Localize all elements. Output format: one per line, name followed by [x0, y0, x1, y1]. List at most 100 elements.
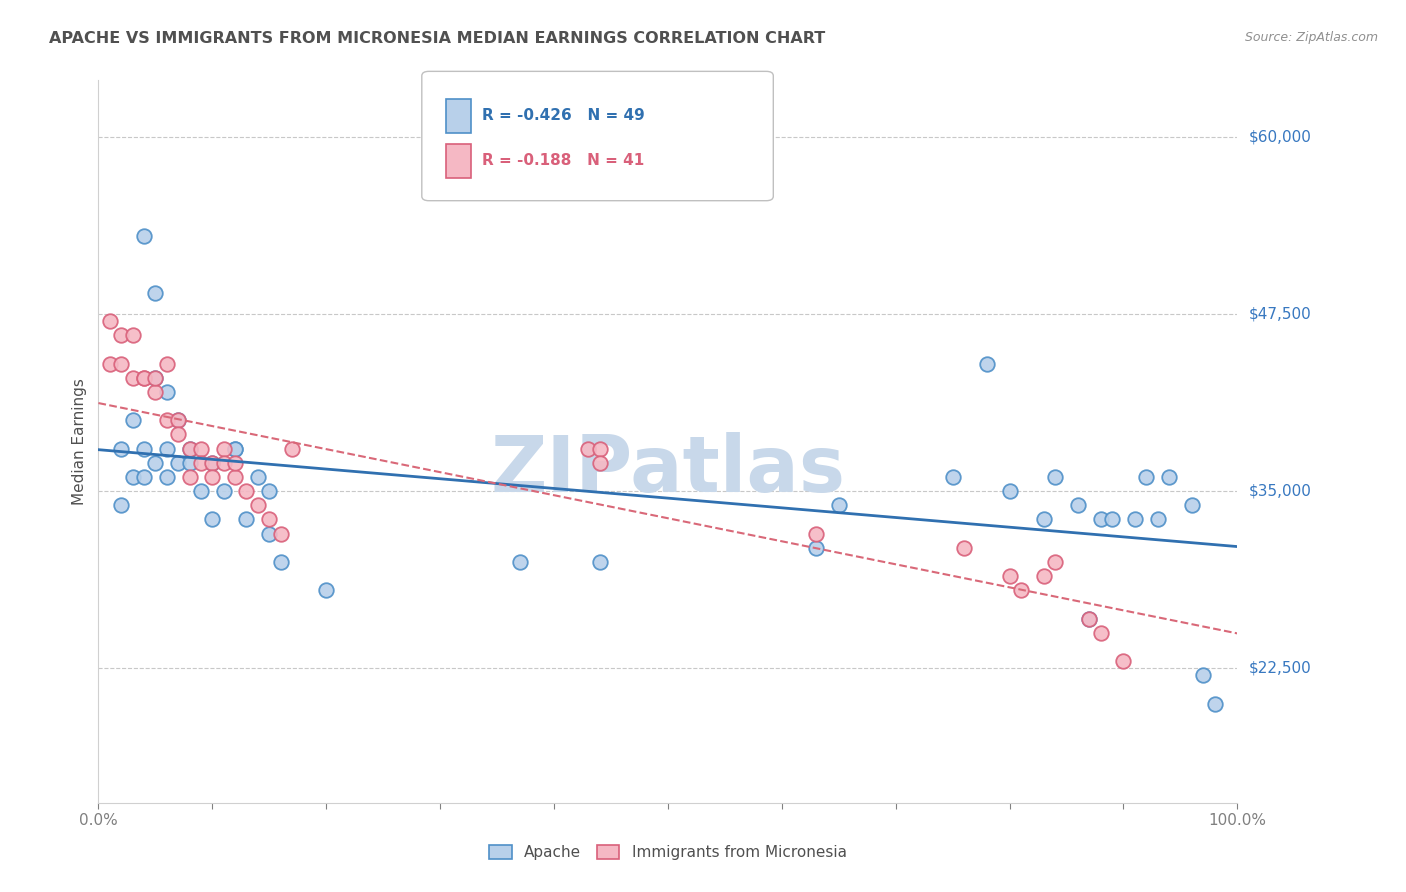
Point: [224, 442, 246, 456]
Point: [212, 442, 235, 456]
Point: [804, 541, 827, 555]
Text: Source: ZipAtlas.com: Source: ZipAtlas.com: [1244, 31, 1378, 45]
Point: [224, 470, 246, 484]
Point: [110, 442, 132, 456]
Point: [1123, 512, 1146, 526]
Point: [1181, 498, 1204, 512]
Text: R = -0.426   N = 49: R = -0.426 N = 49: [482, 109, 645, 123]
Point: [976, 357, 998, 371]
Point: [156, 470, 179, 484]
Point: [259, 512, 281, 526]
Point: [179, 442, 201, 456]
Point: [201, 456, 224, 470]
Point: [212, 484, 235, 499]
Point: [1043, 470, 1066, 484]
Point: [145, 456, 167, 470]
Y-axis label: Median Earnings: Median Earnings: [72, 378, 87, 505]
Point: [179, 470, 201, 484]
Point: [121, 371, 143, 385]
Text: $35,000: $35,000: [1249, 483, 1312, 499]
Point: [281, 442, 304, 456]
Point: [201, 456, 224, 470]
Point: [201, 470, 224, 484]
Point: [156, 442, 179, 456]
Point: [145, 371, 167, 385]
Point: [145, 371, 167, 385]
Point: [156, 384, 179, 399]
Point: [1135, 470, 1157, 484]
Point: [167, 427, 190, 442]
Point: [953, 541, 976, 555]
Point: [1101, 512, 1123, 526]
Point: [167, 413, 190, 427]
Point: [588, 442, 610, 456]
Point: [167, 456, 190, 470]
Point: [259, 484, 281, 499]
Point: [179, 456, 201, 470]
Point: [270, 555, 292, 569]
Point: [132, 371, 155, 385]
Point: [98, 357, 121, 371]
Point: [190, 484, 212, 499]
Point: [828, 498, 851, 512]
Point: [1010, 583, 1032, 598]
Point: [1204, 697, 1226, 711]
Point: [998, 484, 1021, 499]
Point: [588, 456, 610, 470]
Point: [246, 470, 269, 484]
Point: [270, 526, 292, 541]
Point: [315, 583, 337, 598]
Point: [145, 384, 167, 399]
Point: [1157, 470, 1180, 484]
Point: [190, 442, 212, 456]
Point: [259, 526, 281, 541]
Text: R = -0.188   N = 41: R = -0.188 N = 41: [482, 153, 644, 168]
Point: [145, 285, 167, 300]
Point: [98, 314, 121, 328]
Point: [201, 512, 224, 526]
Point: [1032, 512, 1054, 526]
Point: [110, 498, 132, 512]
Point: [235, 512, 257, 526]
Point: [588, 555, 610, 569]
Point: [121, 470, 143, 484]
Point: [156, 413, 179, 427]
Point: [509, 555, 531, 569]
Point: [1078, 612, 1101, 626]
Point: [190, 456, 212, 470]
Point: [235, 484, 257, 499]
Point: [1043, 555, 1066, 569]
Point: [1090, 625, 1112, 640]
Point: [942, 470, 965, 484]
Text: $47,500: $47,500: [1249, 307, 1312, 321]
Point: [1078, 612, 1101, 626]
Point: [110, 328, 132, 343]
Point: [132, 470, 155, 484]
Point: [132, 371, 155, 385]
Text: ZIPatlas: ZIPatlas: [491, 433, 845, 508]
Point: [224, 456, 246, 470]
Text: $60,000: $60,000: [1249, 129, 1312, 145]
Point: [121, 413, 143, 427]
Point: [1192, 668, 1215, 682]
Point: [167, 413, 190, 427]
Point: [212, 456, 235, 470]
Point: [1090, 512, 1112, 526]
Legend: Apache, Immigrants from Micronesia: Apache, Immigrants from Micronesia: [489, 845, 846, 860]
Point: [998, 569, 1021, 583]
Point: [224, 442, 246, 456]
Point: [804, 526, 827, 541]
Point: [1146, 512, 1168, 526]
Text: $22,500: $22,500: [1249, 661, 1312, 676]
Point: [576, 442, 599, 456]
Text: APACHE VS IMMIGRANTS FROM MICRONESIA MEDIAN EARNINGS CORRELATION CHART: APACHE VS IMMIGRANTS FROM MICRONESIA MED…: [49, 31, 825, 46]
Point: [132, 229, 155, 244]
Point: [132, 442, 155, 456]
Point: [1067, 498, 1090, 512]
Point: [179, 442, 201, 456]
Point: [110, 357, 132, 371]
Point: [156, 357, 179, 371]
Point: [1112, 654, 1135, 668]
Point: [121, 328, 143, 343]
Point: [1032, 569, 1054, 583]
